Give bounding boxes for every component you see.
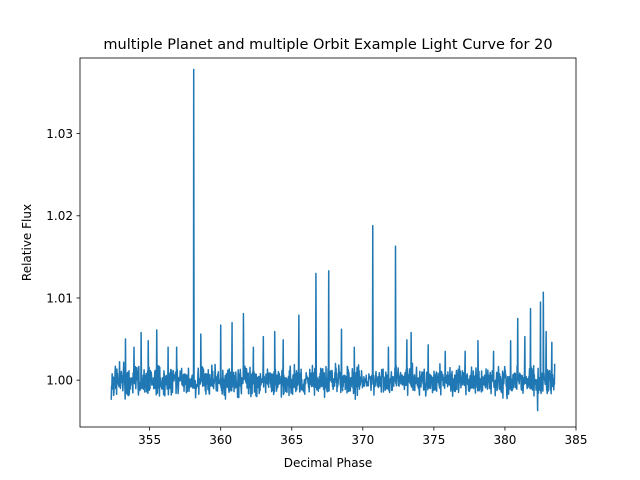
y-tick-label: 1.02 <box>46 209 73 223</box>
y-tick-label: 1.03 <box>46 127 73 141</box>
x-tick-label: 380 <box>493 433 516 447</box>
y-axis-ticks: 1.00 1.01 1.02 1.03 <box>46 127 80 387</box>
flux-series-line <box>110 68 556 412</box>
chart-title: multiple Planet and multiple Orbit Examp… <box>103 37 552 53</box>
x-axis-ticks: 355 360 365 370 375 380 385 <box>138 427 587 447</box>
x-tick-label: 355 <box>138 433 161 447</box>
x-axis-label: Decimal Phase <box>284 456 373 470</box>
x-tick-label: 375 <box>422 433 445 447</box>
x-tick-label: 360 <box>209 433 232 447</box>
x-tick-label: 370 <box>351 433 374 447</box>
y-tick-label: 1.01 <box>46 291 73 305</box>
y-tick-label: 1.00 <box>46 373 73 387</box>
y-axis-label: Relative Flux <box>20 204 34 281</box>
x-tick-label: 365 <box>280 433 303 447</box>
x-tick-label: 385 <box>565 433 588 447</box>
series-layer <box>110 68 556 412</box>
plot-frame <box>79 57 577 428</box>
